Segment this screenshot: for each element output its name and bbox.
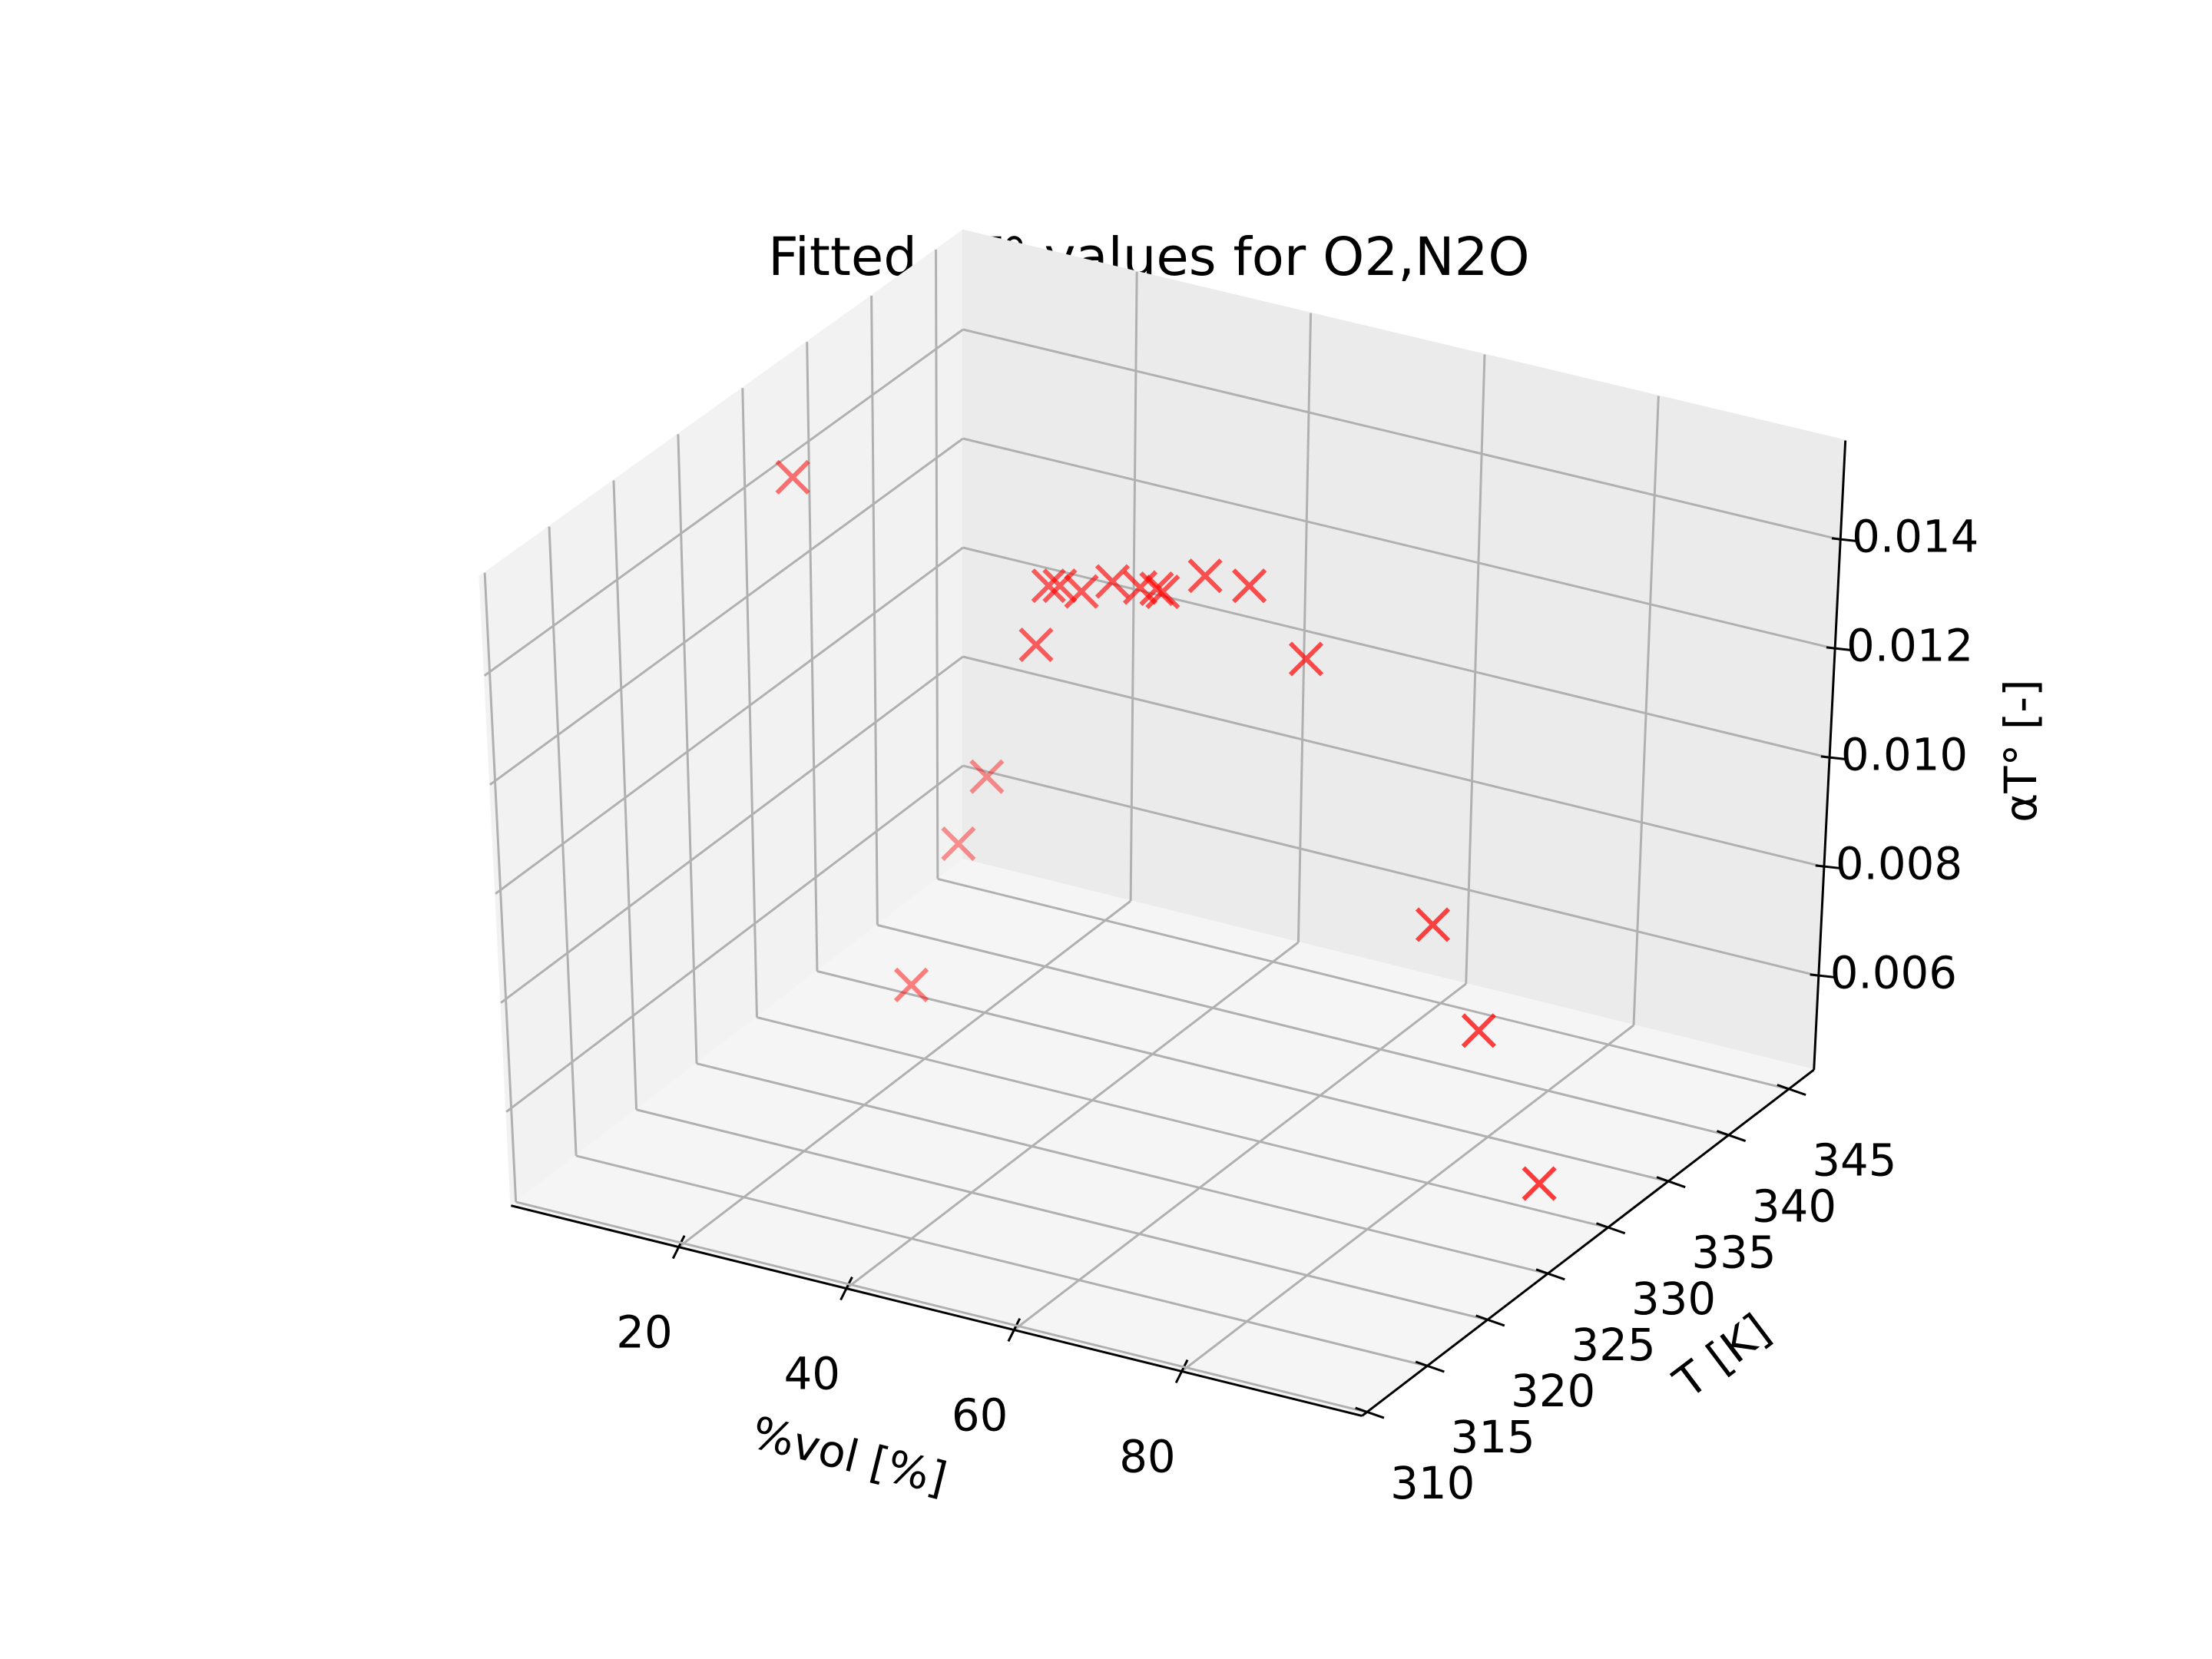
- point: [1042, 568, 1078, 604]
- y-tick-label: 340: [1752, 1181, 1836, 1233]
- grid-line: [935, 250, 939, 879]
- grid-line: [677, 434, 698, 1064]
- tick-mark: [1815, 864, 1842, 870]
- z-tick-label: 0.014: [1852, 510, 1979, 562]
- grid-line: [1181, 1024, 1634, 1373]
- tick-mark: [1826, 646, 1853, 652]
- tick-mark: [1535, 1268, 1565, 1281]
- grid-line: [962, 764, 1820, 978]
- tick-mark: [1716, 1130, 1747, 1142]
- x-tick-label: 80: [1119, 1431, 1175, 1483]
- tick-mark: [1820, 755, 1847, 761]
- grid-line: [500, 655, 964, 1004]
- z-tick-label: 0.008: [1836, 837, 1962, 889]
- grid-line: [806, 342, 819, 972]
- grid-line: [505, 764, 964, 1113]
- x-axis-line: [511, 1204, 1363, 1417]
- grid-line: [677, 899, 1132, 1248]
- grid-line: [1296, 313, 1313, 943]
- point: [969, 759, 1005, 794]
- grid-line: [937, 877, 1790, 1091]
- tick-mark: [1831, 537, 1858, 543]
- grid-line: [575, 1154, 1428, 1368]
- z-tick-label: 0.012: [1846, 619, 1973, 671]
- grid-line: [1465, 354, 1486, 984]
- y-tick-label: 330: [1631, 1273, 1716, 1325]
- tick-mark: [1810, 973, 1836, 979]
- grid-line: [636, 1108, 1488, 1321]
- grid-line: [816, 970, 1669, 1183]
- y-tick-label: 315: [1451, 1411, 1535, 1463]
- z-axis-label: αT° [-]: [1995, 679, 2047, 822]
- tick-mark: [1596, 1222, 1626, 1235]
- point: [775, 459, 810, 495]
- x-tick-label: 40: [784, 1348, 840, 1400]
- grid-line: [962, 655, 1825, 869]
- point: [1018, 627, 1054, 663]
- y-tick-label: 325: [1571, 1319, 1656, 1371]
- point: [1461, 1013, 1496, 1048]
- z-tick-label: 0.006: [1830, 946, 1957, 998]
- point: [1064, 574, 1099, 609]
- point: [893, 967, 929, 1002]
- y-tick-label: 310: [1390, 1457, 1475, 1509]
- point: [1187, 558, 1223, 594]
- grid-line: [696, 1062, 1548, 1275]
- grid-line: [1632, 396, 1660, 1025]
- grid-line: [757, 1016, 1608, 1229]
- y-tick-label: 335: [1691, 1227, 1776, 1279]
- x-tick-label: 20: [616, 1306, 672, 1359]
- y-tick-label: 345: [1812, 1134, 1896, 1187]
- grid-line: [870, 296, 879, 926]
- grid-line: [1129, 271, 1138, 902]
- tick-mark: [1355, 1406, 1385, 1419]
- grid-line: [962, 437, 1836, 651]
- grid-line: [962, 546, 1830, 760]
- grid-line: [846, 941, 1300, 1290]
- grid-line: [741, 388, 758, 1018]
- grid-line: [1013, 982, 1467, 1331]
- grid-line: [484, 328, 964, 677]
- grid-line: [877, 923, 1729, 1137]
- tick-mark: [1475, 1314, 1505, 1327]
- tick-mark: [1656, 1176, 1686, 1189]
- tick-mark: [1415, 1360, 1445, 1373]
- y-tick-label: 320: [1511, 1365, 1595, 1417]
- y-axis-line: [1361, 1068, 1815, 1417]
- point: [1232, 568, 1267, 604]
- tick-mark: [1777, 1084, 1806, 1096]
- grid-line: [962, 328, 1841, 541]
- x-axis-label: %vol [%]: [747, 1406, 952, 1505]
- x-tick-label: 60: [952, 1389, 1008, 1442]
- z-axis-line: [1813, 440, 1847, 1070]
- grid-line: [612, 480, 638, 1110]
- grid-line: [515, 1200, 1367, 1414]
- point: [1031, 568, 1066, 604]
- point: [1288, 641, 1324, 677]
- grid-line: [495, 546, 964, 895]
- z-tick-label: 0.010: [1841, 728, 1968, 780]
- grid-line: [483, 572, 518, 1202]
- grid-line: [548, 526, 578, 1156]
- grid-line: [489, 437, 964, 786]
- point: [1094, 564, 1131, 599]
- point: [941, 826, 976, 862]
- point: [1145, 574, 1181, 610]
- point: [1522, 1166, 1557, 1201]
- point: [1415, 907, 1451, 942]
